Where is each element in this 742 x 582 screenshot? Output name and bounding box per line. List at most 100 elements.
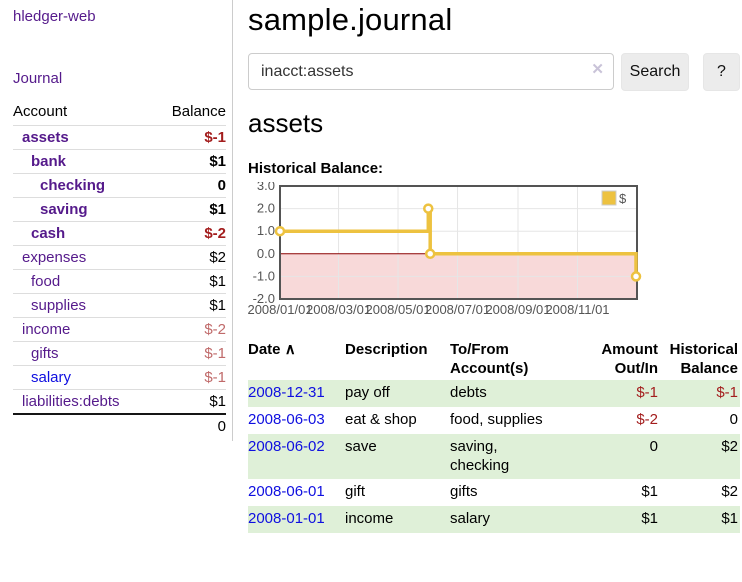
amount-column-header: Amount Out/In [588, 338, 660, 380]
y-axis-tick-label: 3.0 [257, 182, 275, 193]
account-row: liabilities:debts $1 [13, 389, 226, 413]
account-link[interactable]: food [13, 273, 60, 290]
account-link[interactable]: cash [13, 225, 65, 242]
historical-balance-column-header: Historical Balance [660, 338, 740, 380]
y-axis-tick-label: -1.0 [253, 268, 275, 283]
account-balance: $1 [209, 201, 226, 218]
sidebar-item-journal[interactable]: Journal [13, 70, 232, 87]
account-heading: assets [248, 108, 742, 139]
search-form: ✕ Search ? [248, 53, 742, 91]
account-balance: $-2 [204, 225, 226, 242]
transaction-balance: $2 [660, 434, 740, 480]
account-link[interactable]: expenses [13, 249, 86, 266]
main-content: sample.journal ✕ Search ? assets Histori… [248, 0, 742, 533]
transaction-accounts: gifts [450, 479, 588, 506]
x-axis-tick-label: 2008/03/01 [306, 302, 371, 317]
sort-ascending-icon: ∧ [285, 341, 296, 358]
transaction-amount: $-2 [588, 407, 660, 434]
x-axis-tick-label: 2008/01/01 [248, 302, 313, 317]
account-link[interactable]: assets [13, 129, 69, 146]
data-point-marker[interactable] [632, 272, 640, 280]
account-row: expenses $2 [13, 245, 226, 269]
transaction-accounts: debts [450, 380, 588, 407]
account-row: bank $1 [13, 149, 226, 173]
x-axis-tick-label: 2008/11/01 [545, 302, 609, 317]
transaction-row: 2008-01-01incomesalary$1$1 [248, 506, 740, 533]
register-table: Date ∧ Description To/From Account(s) Am… [248, 338, 740, 533]
y-axis-tick-label: 1.0 [257, 223, 275, 238]
account-row: gifts $-1 [13, 341, 226, 365]
account-balance: 0 [218, 177, 226, 194]
transaction-balance: 0 [660, 407, 740, 434]
account-row: assets $-1 [13, 125, 226, 149]
data-point-marker[interactable] [276, 227, 284, 235]
transaction-amount: 0 [588, 434, 660, 480]
transaction-row: 2008-06-03eat & shopfood, supplies$-20 [248, 407, 740, 434]
account-row: saving $1 [13, 197, 226, 221]
account-row: food $1 [13, 269, 226, 293]
account-balance: $1 [209, 153, 226, 170]
account-row: cash $-2 [13, 221, 226, 245]
account-link[interactable]: salary [13, 369, 71, 386]
description-column-header: Description [345, 338, 450, 380]
accounts-balance-report: Account Balance assets $-1 bank $1 checking 0… [13, 101, 226, 438]
transaction-accounts: salary [450, 506, 588, 533]
account-link[interactable]: bank [13, 153, 66, 170]
search-button[interactable]: Search [621, 53, 689, 91]
transaction-description: save [345, 434, 450, 480]
brand-link[interactable]: hledger-web [13, 8, 232, 25]
transaction-accounts: saving, checking [450, 434, 588, 480]
transaction-description: eat & shop [345, 407, 450, 434]
page-title: sample.journal [248, 2, 742, 38]
transaction-description: income [345, 506, 450, 533]
register-header-row: Date ∧ Description To/From Account(s) Am… [248, 338, 740, 380]
account-link[interactable]: income [13, 321, 70, 338]
transaction-description: pay off [345, 380, 450, 407]
search-box: ✕ [248, 53, 614, 91]
chart-title: Historical Balance: [248, 160, 742, 177]
transaction-amount: $1 [588, 506, 660, 533]
help-button[interactable]: ? [703, 53, 740, 91]
account-balance: $-1 [204, 345, 226, 362]
y-axis-tick-label: 0.0 [257, 246, 275, 261]
transaction-balance: $1 [660, 506, 740, 533]
account-balance: $1 [209, 393, 226, 410]
historical-balance-chart[interactable]: $3.02.01.00.0-1.0-2.02008/01/012008/03/0… [248, 182, 648, 322]
x-axis-tick-label: 2008/05/01 [365, 302, 430, 317]
transaction-row: 2008-06-02 savesaving, checking0$2 [248, 434, 740, 480]
account-link[interactable]: checking [13, 177, 105, 194]
account-link[interactable]: gifts [13, 345, 59, 362]
transaction-amount: $1 [588, 479, 660, 506]
account-balance: $-1 [204, 369, 226, 386]
transaction-description: gift [345, 479, 450, 506]
data-point-marker[interactable] [424, 205, 432, 213]
transaction-balance: $2 [660, 479, 740, 506]
account-balance: $-1 [204, 129, 226, 146]
transaction-row: 2008-06-01 giftgifts$1$2 [248, 479, 740, 506]
account-link[interactable]: supplies [13, 297, 86, 314]
legend-label: $ [619, 191, 627, 206]
search-input[interactable] [248, 53, 614, 90]
account-link[interactable]: liabilities:debts [13, 393, 120, 410]
account-balance: $2 [209, 249, 226, 266]
account-row: salary $-1 [13, 365, 226, 389]
x-axis-tick-label: 2008/09/01 [485, 302, 550, 317]
date-column-header[interactable]: Date ∧ [248, 338, 345, 380]
accounts-header: Account Balance [13, 101, 226, 125]
account-rows: assets $-1 bank $1 checking 0 saving $1 cash $-2 e… [13, 125, 226, 413]
clear-search-icon[interactable]: ✕ [591, 62, 604, 77]
tofrom-column-header: To/From Account(s) [450, 338, 588, 380]
account-row: supplies $1 [13, 293, 226, 317]
transaction-date-link[interactable]: 2008-06-01 [248, 483, 325, 500]
x-axis-tick-label: 2008/07/01 [425, 302, 490, 317]
transaction-date-link[interactable]: 2008-06-02 [248, 438, 325, 455]
balance-column-header: Balance [172, 103, 226, 120]
transaction-row: 2008-12-31pay offdebts$-1$-1 [248, 380, 740, 407]
transaction-date-link[interactable]: 2008-12-31 [248, 384, 325, 401]
transaction-date-link[interactable]: 2008-01-01 [248, 510, 325, 527]
account-balance: $1 [209, 297, 226, 314]
account-link[interactable]: saving [13, 201, 88, 218]
transaction-date-link[interactable]: 2008-06-03 [248, 411, 325, 428]
data-point-marker[interactable] [426, 250, 434, 258]
account-balance: $1 [209, 273, 226, 290]
